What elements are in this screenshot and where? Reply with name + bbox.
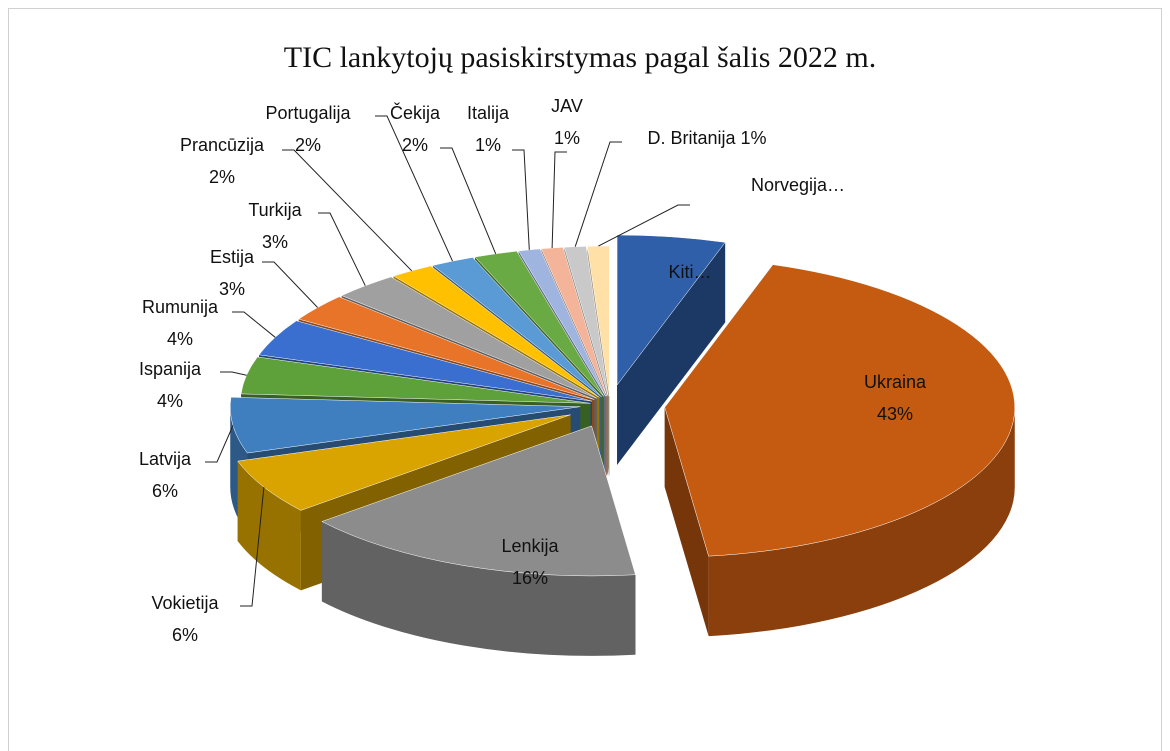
labels: Kiti… Ukraina 43% Lenkija 16% Vokietija 6% Latv…	[139, 96, 927, 645]
slice-wall	[237, 414, 571, 542]
category-label: Prancūzija	[180, 135, 265, 155]
pie-slice	[616, 234, 726, 386]
leader-line	[574, 141, 622, 247]
pie-slice	[664, 264, 1015, 557]
slice-outer-wall	[708, 407, 1015, 637]
category-label: Kiti…	[668, 262, 711, 282]
pie-slice	[298, 296, 595, 400]
leader-line	[232, 311, 276, 338]
slice-outer-wall	[321, 521, 636, 656]
slice-wall	[664, 407, 709, 637]
category-label: Estija	[210, 247, 255, 267]
value-label: 3%	[219, 279, 245, 299]
category-label: Ispanija	[139, 359, 202, 379]
category-label: Turkija	[248, 200, 302, 220]
slice-tops	[230, 234, 1015, 577]
value-label: 1%	[554, 128, 580, 148]
category-label: Ukraina	[864, 372, 927, 392]
pie-slice	[340, 276, 597, 399]
value-label: 6%	[152, 481, 178, 501]
pie-slice	[258, 320, 592, 402]
pie-slice	[518, 248, 606, 397]
category-label: Latvija	[139, 449, 192, 469]
leader-line	[282, 149, 413, 272]
pie-slice	[587, 245, 610, 397]
pie-slice	[230, 397, 581, 454]
leader-line	[375, 115, 453, 262]
value-label: 1%	[741, 128, 767, 148]
slice-wall	[617, 242, 726, 465]
category-label: Norvegija…	[751, 175, 845, 195]
pie-slice	[563, 246, 609, 397]
category-label: D. Britanija	[647, 128, 736, 148]
slice-outer-wall	[237, 461, 301, 591]
leader-line	[551, 151, 567, 249]
leader-line	[220, 371, 247, 376]
value-label: 2%	[295, 135, 321, 155]
category-label: Italija	[467, 103, 510, 123]
pie-slice	[432, 257, 602, 398]
value-label: 6%	[172, 625, 198, 645]
value-label: 1%	[475, 135, 501, 155]
category-label: Vokietija	[151, 593, 219, 613]
leader-line	[205, 425, 234, 463]
value-label: 16%	[512, 568, 548, 588]
category-label: Rumunija	[142, 297, 219, 317]
pie-slice	[321, 425, 636, 577]
value-label: 43%	[877, 404, 913, 424]
value-label: 2%	[402, 135, 428, 155]
category-label: Čekija	[390, 102, 441, 123]
value-label: 4%	[157, 391, 183, 411]
chart-title: TIC lankytojų pasiskirstymas pagal šalis…	[284, 41, 876, 74]
value-label: 4%	[167, 329, 193, 349]
value-label: 2%	[209, 167, 235, 187]
category-label: Lenkija	[501, 536, 559, 556]
leader-line	[440, 147, 497, 254]
category-label: Portugalija	[265, 103, 351, 123]
leader-line	[512, 149, 530, 250]
category-label: JAV	[551, 96, 583, 116]
leader-line	[318, 212, 366, 286]
leader-line	[262, 261, 318, 308]
leader-line	[598, 204, 690, 247]
value-label: 3%	[262, 232, 288, 252]
leader-line	[240, 486, 265, 607]
data-label: D. Britanija 1%	[647, 128, 766, 148]
